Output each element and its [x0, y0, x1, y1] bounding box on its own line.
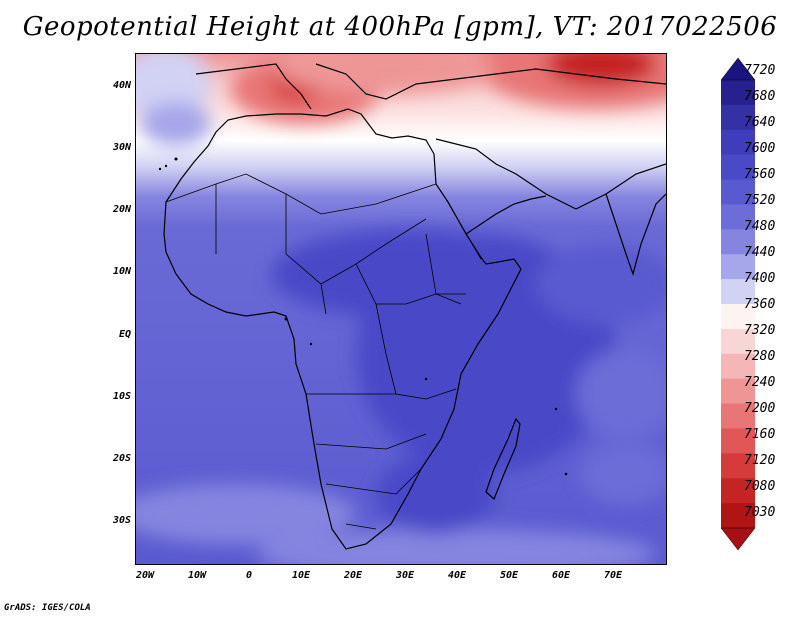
colorbar-top-arrow: [720, 58, 756, 81]
lon-label-10e: 10E: [291, 570, 311, 581]
colorbar-label: 7030: [744, 505, 776, 520]
country-borders: [165, 173, 482, 530]
islands: [158, 157, 568, 476]
lon-label-50e: 50E: [499, 570, 519, 581]
colorbar-label: 7360: [744, 297, 776, 312]
lon-label-30e: 30E: [395, 570, 415, 581]
geopotential-field: [136, 54, 666, 564]
colorbar-swatch: [721, 378, 755, 405]
colorbar-swatch: [721, 353, 755, 380]
colorbar-swatch: [721, 179, 755, 205]
colorbar-label: 7600: [744, 141, 776, 156]
colorbar-swatches: [721, 80, 755, 529]
colorbar-label: 7320: [744, 323, 776, 338]
map-plot-area: [135, 53, 667, 565]
colorbar-swatch: [721, 279, 755, 305]
colorbar-label: 7680: [744, 89, 776, 104]
lon-label-0: 0: [245, 570, 253, 581]
colorbar-swatch: [721, 129, 755, 156]
colorbar-swatch: [721, 204, 755, 230]
colorbar-label: 7640: [744, 115, 776, 130]
colorbar: [720, 58, 756, 551]
lat-label-20n: 20N: [112, 204, 131, 215]
colorbar-label: 7400: [744, 271, 776, 286]
colorbar-swatch: [721, 478, 755, 504]
colorbar-swatch: [721, 254, 755, 280]
colorbar-swatch: [721, 428, 755, 454]
lon-label-70e: 70E: [603, 570, 623, 581]
colorbar-swatch: [721, 104, 755, 131]
lat-label-30s: 30S: [112, 515, 131, 526]
colorbar-label: 7480: [744, 219, 776, 234]
lat-label-10s: 10S: [112, 391, 131, 402]
lon-label-40e: 40E: [447, 570, 467, 581]
colorbar-bottom-arrow: [720, 527, 756, 551]
colorbar-label: 7440: [744, 245, 776, 260]
height-anomaly-blobs: [136, 54, 666, 564]
colorbar-swatch: [721, 503, 755, 529]
lat-label-30n: 30N: [112, 142, 131, 153]
colorbar-label: 7080: [744, 479, 776, 494]
colorbar-label: 7720: [744, 63, 776, 78]
colorbar-label: 7200: [744, 401, 776, 416]
colorbar-label: 7560: [744, 167, 776, 182]
colorbar-swatch: [721, 328, 755, 355]
colorbar-label: 7120: [744, 453, 776, 468]
coastlines: [163, 63, 666, 550]
colorbar-swatch: [721, 453, 755, 479]
colorbar-label: 7240: [744, 375, 776, 390]
lon-label-10w: 10W: [187, 570, 207, 581]
lat-label-eq: EQ: [118, 329, 131, 340]
colorbar-swatch: [721, 229, 755, 255]
grads-credit: GrADS: IGES/COLA: [4, 603, 91, 613]
lon-label-20e: 20E: [343, 570, 363, 581]
lon-label-20w: 20W: [135, 570, 155, 581]
colorbar-swatch: [721, 403, 755, 429]
colorbar-swatch: [721, 80, 755, 106]
lon-label-60e: 60E: [551, 570, 571, 581]
colorbar-label: 7280: [744, 349, 776, 364]
lat-label-20s: 20S: [112, 453, 131, 464]
colorbar-swatch: [721, 154, 755, 181]
map-title: Geopotential Height at 400hPa [gpm], VT:…: [22, 12, 778, 42]
colorbar-label: 7520: [744, 193, 776, 208]
lat-label-10n: 10N: [112, 266, 131, 277]
colorbar-swatch: [721, 304, 755, 330]
colorbar-label: 7160: [744, 427, 776, 442]
lat-label-40n: 40N: [112, 80, 131, 91]
